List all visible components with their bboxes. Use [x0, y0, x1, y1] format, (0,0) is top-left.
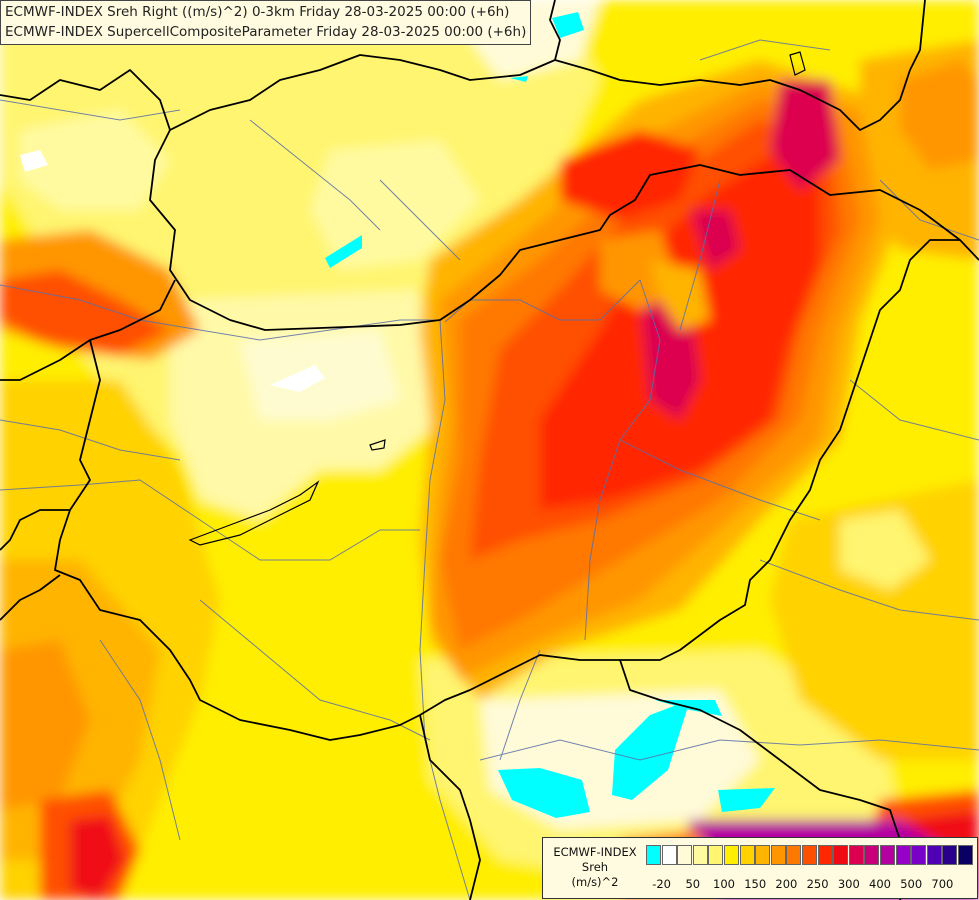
legend-swatch — [957, 845, 973, 865]
legend-swatch-row — [646, 845, 973, 865]
legend-swatch — [817, 845, 833, 865]
legend-swatch — [879, 845, 895, 865]
map-title-line-scp: ECMWF-INDEX SupercellCompositeParameter … — [5, 24, 527, 40]
legend-swatch — [677, 845, 693, 865]
legend-swatch — [723, 845, 739, 865]
legend-swatch — [864, 845, 880, 865]
legend-tick-label: 500 — [900, 877, 923, 891]
legend-tick-row: -20 50 100 150 200 250 300 400 500 700 — [646, 877, 971, 893]
map-title-line-sreh: ECMWF-INDEX Sreh Right ((m/s)^2) 0-3km F… — [5, 4, 510, 20]
legend-title-line-1: ECMWF-INDEX — [553, 845, 637, 859]
river-lines — [0, 39, 979, 900]
lake-outlines — [188, 51, 806, 546]
legend-tick-label: 700 — [931, 877, 954, 891]
legend-swatch — [708, 845, 724, 865]
legend-swatch — [661, 845, 677, 865]
legend-tick-label: 150 — [744, 877, 767, 891]
legend-title-line-2: Sreh — [581, 860, 609, 874]
legend-swatch — [692, 845, 708, 865]
legend-tick-label: 300 — [837, 877, 860, 891]
legend-swatch — [833, 845, 849, 865]
legend-swatch — [755, 845, 771, 865]
map-title-box: ECMWF-INDEX Sreh Right ((m/s)^2) 0-3km F… — [0, 0, 532, 45]
legend-swatch — [848, 845, 864, 865]
legend-swatch — [942, 845, 958, 865]
legend-swatch — [770, 845, 786, 865]
legend-swatch — [895, 845, 911, 865]
legend-tick-label: 100 — [713, 877, 735, 891]
legend-swatch — [786, 845, 802, 865]
legend-swatch — [911, 845, 927, 865]
legend-tick-label: 400 — [869, 877, 891, 891]
legend-tick-label: -20 — [652, 877, 671, 891]
legend-tick-label: 200 — [775, 877, 798, 891]
legend-title: ECMWF-INDEX Sreh (m/s)^2 — [547, 845, 643, 890]
legend-swatch — [739, 845, 755, 865]
color-legend: ECMWF-INDEX Sreh (m/s)^2 -20 50 100 150 200 2… — [542, 837, 978, 899]
legend-swatch — [801, 845, 817, 865]
legend-tick-label: 250 — [806, 877, 829, 891]
legend-swatch — [646, 845, 661, 865]
legend-title-line-3: (m/s)^2 — [571, 875, 619, 889]
legend-tick-label: 50 — [685, 877, 701, 891]
legend-swatch — [926, 845, 942, 865]
